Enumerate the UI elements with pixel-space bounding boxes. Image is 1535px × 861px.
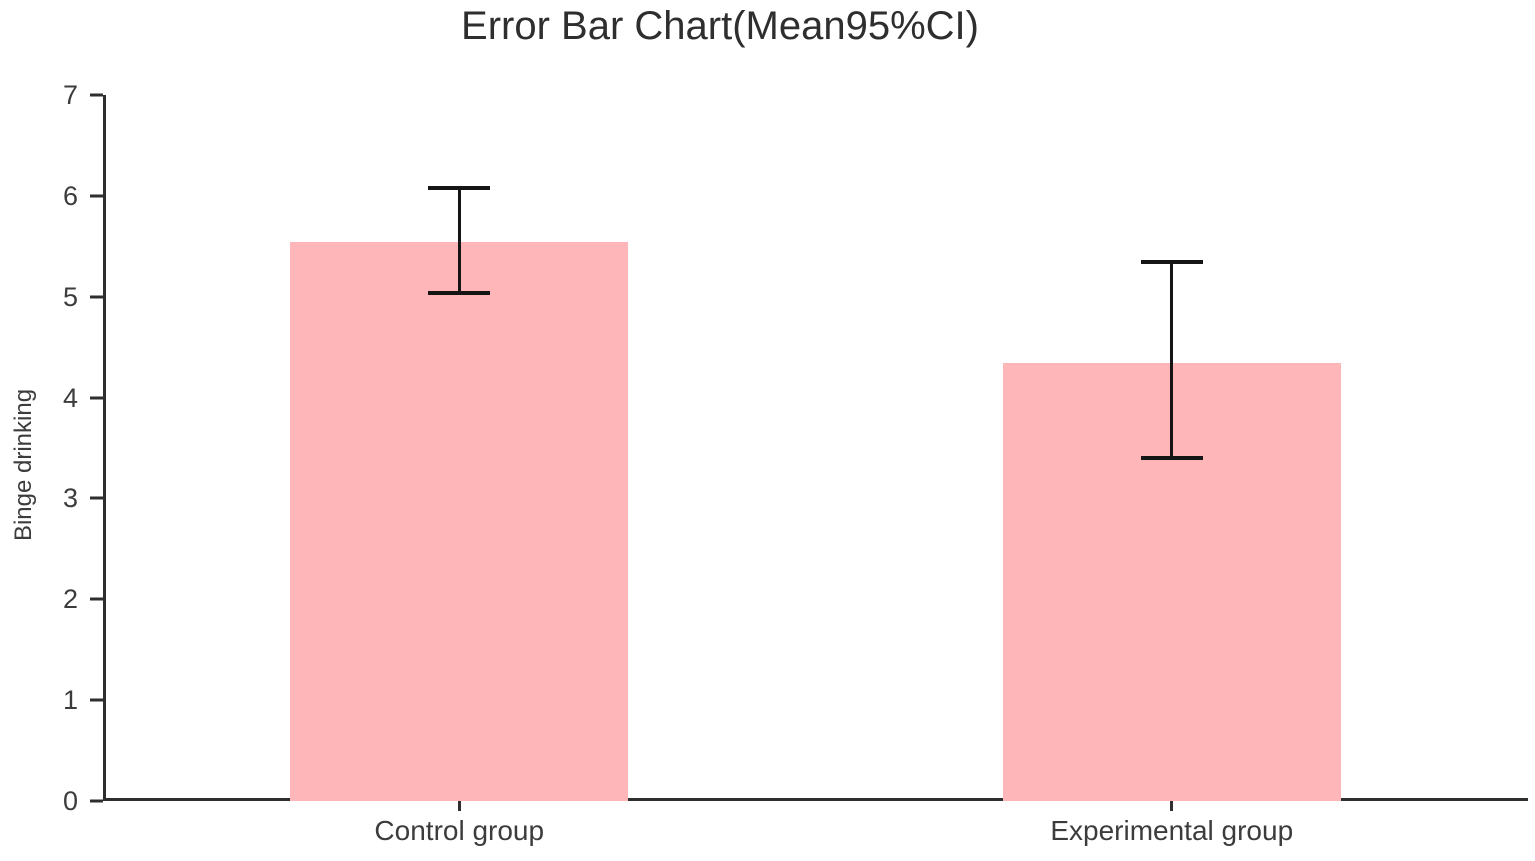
error-bar-stem bbox=[457, 187, 461, 293]
x-category-label: Control group bbox=[374, 815, 545, 846]
chart-title: Error Bar Chart(Mean95%CI) bbox=[461, 4, 979, 48]
y-axis-tick bbox=[90, 597, 103, 601]
x-axis-tick bbox=[457, 801, 461, 811]
y-axis-tick bbox=[90, 698, 103, 702]
y-axis-tick bbox=[90, 396, 103, 400]
error-bar-cap-bottom bbox=[1140, 456, 1203, 461]
y-axis-line bbox=[103, 95, 106, 801]
y-axis-label: Binge drinking bbox=[10, 388, 37, 542]
y-axis-tick bbox=[90, 194, 103, 198]
bar bbox=[290, 242, 629, 801]
x-axis-tick bbox=[1170, 801, 1174, 811]
x-category-label: Experimental group bbox=[1050, 815, 1294, 846]
y-axis-tick bbox=[90, 496, 103, 500]
error-bar-cap-top bbox=[1140, 260, 1203, 265]
y-axis-tick bbox=[90, 93, 103, 97]
error-bar-cap-bottom bbox=[428, 290, 491, 295]
plot-area: 0 1 2 3 4 5 6 7 Control group Experimental group bbox=[63, 82, 1528, 846]
error-bar-cap-top bbox=[428, 185, 491, 190]
error-bar-stem bbox=[1170, 262, 1174, 459]
y-axis-tick bbox=[90, 295, 103, 299]
x-axis-line bbox=[103, 798, 1528, 801]
y-axis-tick bbox=[90, 799, 103, 803]
